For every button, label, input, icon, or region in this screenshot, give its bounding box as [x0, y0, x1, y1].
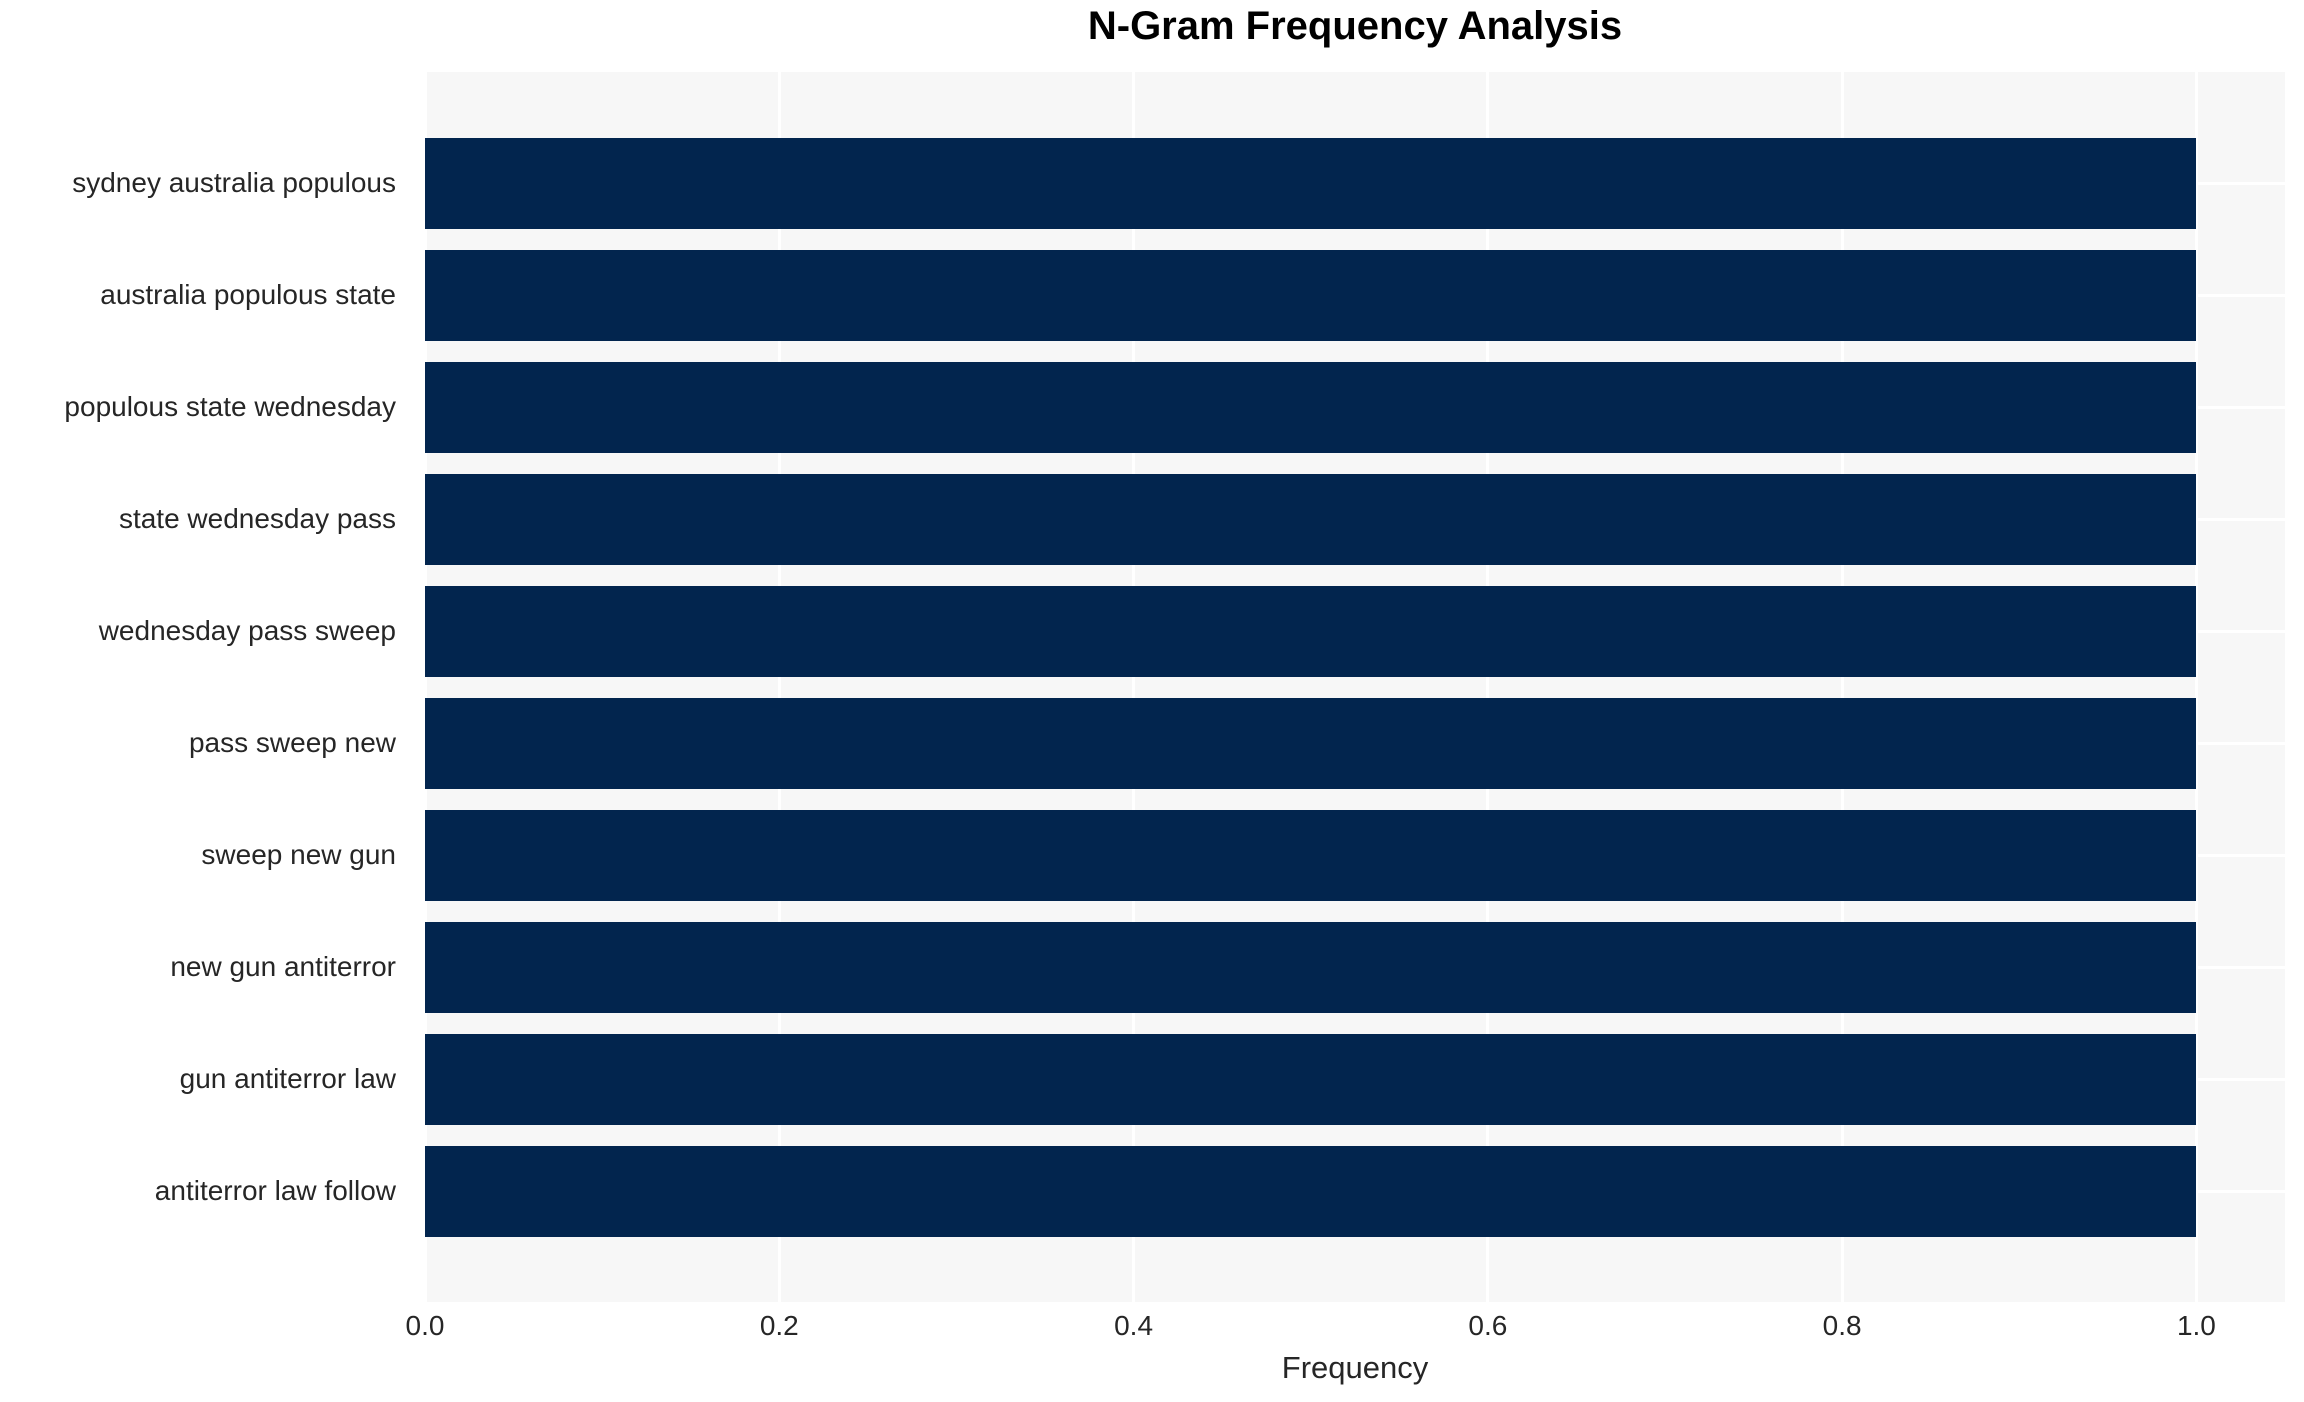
y-tick-label: wednesday pass sweep [98, 615, 396, 646]
y-tick-label: gun antiterror law [179, 1063, 396, 1094]
vertical-gridline [1486, 72, 1490, 1302]
vertical-gridline [423, 72, 427, 1302]
x-axis-title: Frequency [1281, 1350, 1429, 1385]
y-tick-label: sydney australia populous [72, 167, 396, 198]
y-tick-label: pass sweep new [188, 727, 396, 758]
vertical-gridline [1132, 72, 1136, 1302]
bar [425, 1033, 2197, 1125]
x-tick-label: 0.2 [759, 1310, 799, 1341]
y-tick-label: new gun antiterror [170, 951, 396, 982]
bar [425, 809, 2197, 901]
bar [425, 473, 2197, 565]
x-tick-label: 0.0 [405, 1310, 445, 1341]
plot-area [423, 72, 2285, 1302]
y-tick-label: populous state wednesday [64, 391, 396, 422]
vertical-gridline [2194, 72, 2198, 1302]
chart-title: N-Gram Frequency Analysis [1087, 4, 1623, 48]
y-tick-label: australia populous state [100, 279, 396, 310]
y-tick-label: sweep new gun [201, 839, 396, 870]
x-axis: 0.0 0.2 0.4 0.6 0.8 1.0 [0, 1302, 2304, 1348]
y-axis: sydney australia populous australia popul… [0, 72, 410, 1302]
x-tick-label: 0.6 [1468, 1310, 1508, 1341]
vertical-gridline [1840, 72, 1844, 1302]
x-tick-label: 0.8 [1822, 1310, 1862, 1341]
vertical-gridline [777, 72, 781, 1302]
y-tick-label: antiterror law follow [154, 1175, 396, 1206]
bar [425, 137, 2197, 229]
y-tick-label: state wednesday pass [118, 503, 396, 534]
x-tick-label: 1.0 [2176, 1310, 2216, 1341]
bar [425, 585, 2197, 677]
bar [425, 697, 2197, 789]
x-tick-label: 0.4 [1114, 1310, 1154, 1341]
bar [425, 1145, 2197, 1237]
bar [425, 249, 2197, 341]
bar [425, 361, 2197, 453]
bar [425, 921, 2197, 1013]
